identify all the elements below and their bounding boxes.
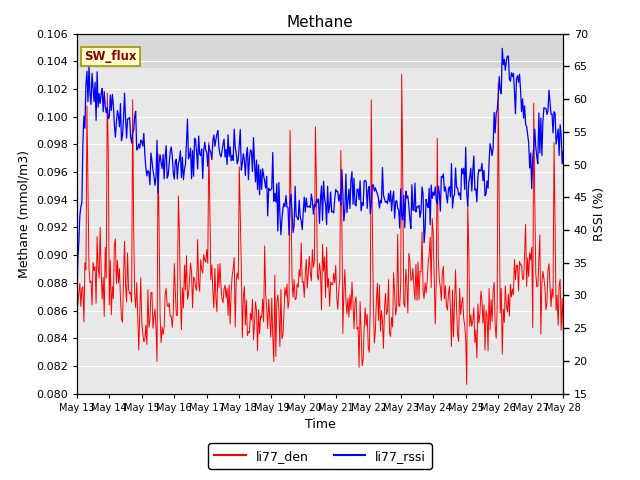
Y-axis label: RSSI (%): RSSI (%): [593, 187, 606, 240]
X-axis label: Time: Time: [305, 418, 335, 431]
Y-axis label: Methane (mmol/m3): Methane (mmol/m3): [17, 150, 30, 277]
Title: Methane: Methane: [287, 15, 353, 30]
Legend: li77_den, li77_rssi: li77_den, li77_rssi: [208, 444, 432, 469]
Text: SW_flux: SW_flux: [84, 50, 136, 63]
Bar: [77, 34, 563, 68]
